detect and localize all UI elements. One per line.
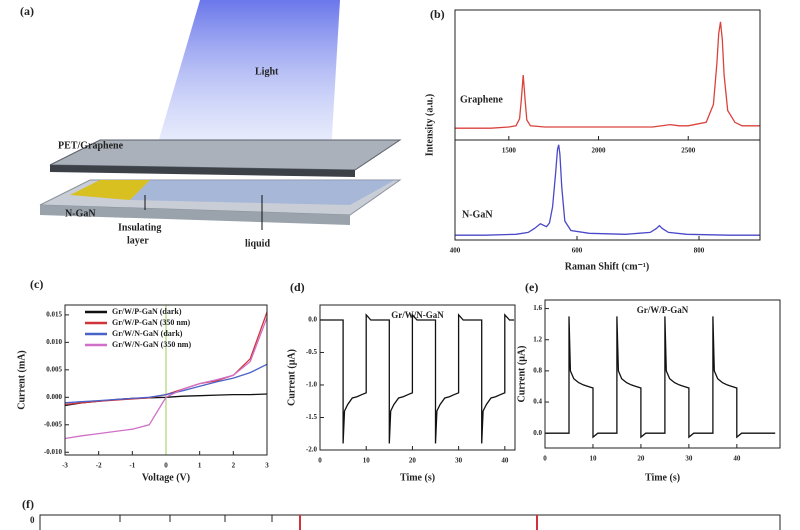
y-tick-label: 0.4 [533, 398, 542, 406]
panel-label: (d) [290, 280, 305, 294]
axes-frame [544, 299, 781, 449]
x-tick-label: 30 [455, 457, 463, 465]
y-tick-label: 1.6 [533, 304, 542, 312]
panel-f: (f) 0 [22, 497, 781, 530]
tick-label: 0 [30, 515, 35, 525]
legend-label: Gr/W/N-GaN (350 nm) [112, 340, 191, 349]
series-label: Graphene [460, 94, 503, 105]
data-line [455, 21, 760, 129]
x-tick-label: 2 [232, 462, 236, 470]
y-axis-label: Current (mA) [16, 350, 27, 410]
y-tick-label: -2.0 [306, 446, 318, 454]
series-label: N-GaN [462, 209, 493, 220]
light-beam [150, 0, 340, 170]
x-tick-label: -1 [129, 462, 135, 470]
axes-frame [454, 139, 761, 241]
x-tick-label: 0 [164, 462, 168, 470]
graphene-edge [50, 165, 355, 177]
panel-label: (b) [430, 7, 445, 21]
x-tick-label: -3 [62, 462, 68, 470]
y-tick-label: 0.0 [308, 316, 317, 324]
layer-label: layer [127, 235, 149, 246]
x-tick-label: 2500 [681, 147, 696, 155]
axes-frame [454, 9, 761, 141]
x-tick-label: 1 [198, 462, 202, 470]
y-tick-label: 1.2 [533, 335, 542, 343]
x-tick-label: 0 [543, 455, 547, 463]
insulating-pad [70, 180, 150, 200]
layer-label: N-GaN [65, 208, 96, 219]
y-axis-label: Intensity (a.u.) [424, 94, 435, 157]
x-tick-label: 600 [572, 247, 583, 255]
x-tick-label: 0 [318, 457, 322, 465]
x-tick-label: 40 [733, 455, 741, 463]
data-line [320, 313, 515, 444]
panel-label: (a) [20, 4, 34, 18]
x-tick-label: 10 [589, 455, 597, 463]
x-tick-label: 20 [409, 457, 417, 465]
x-axis-label: Time (s) [400, 472, 435, 483]
legend-label: Gr/W/P-GaN (dark) [112, 307, 182, 316]
x-axis-label: Voltage (V) [142, 472, 190, 483]
data-line [64, 317, 268, 440]
pet-graphene [49, 139, 402, 171]
y-tick-label: -0.5 [306, 348, 318, 356]
x-tick-label: 20 [637, 455, 645, 463]
x-tick-label: 40 [501, 457, 509, 465]
x-tick-label: 800 [694, 247, 705, 255]
x-tick-label: 2000 [592, 147, 607, 155]
axes-frame [64, 304, 268, 456]
layer-label: liquid [245, 238, 270, 249]
y-tick-label: -1.5 [306, 413, 318, 421]
y-tick-label: 0.010 [46, 338, 62, 346]
light-label: Light [255, 66, 279, 77]
x-tick-label: 30 [685, 455, 693, 463]
x-tick-label: -2 [96, 462, 102, 470]
panel-label: (e) [525, 280, 538, 294]
liquid-layer [130, 180, 395, 205]
y-tick-label: 0.8 [533, 366, 542, 374]
substrate-edge [40, 205, 350, 225]
data-line [455, 144, 760, 236]
y-tick-label: 0.015 [46, 310, 62, 318]
legend-label: Gr/W/P-GaN (350 nm) [112, 318, 191, 327]
y-tick-label: -0.010 [44, 448, 63, 456]
y-axis-label: Current (μA) [516, 346, 527, 403]
x-tick-label: 400 [450, 247, 461, 255]
panel-label: (f) [22, 497, 34, 511]
x-axis-label: Time (s) [645, 472, 680, 483]
y-axis-label: Current (μA) [286, 349, 297, 406]
chart-title: Gr/W/N-GaN [391, 310, 444, 320]
x-tick-label: 3 [265, 462, 269, 470]
device-diagram: (a) Light PET/Graphene N-GaN Insulating … [20, 0, 402, 249]
x-tick-label: 10 [363, 457, 371, 465]
legend-label: Gr/W/N-GaN (dark) [112, 329, 183, 338]
y-tick-label: -0.005 [44, 420, 63, 428]
y-tick-label: 0.000 [46, 393, 62, 401]
axes-frame [319, 304, 516, 451]
data-line [545, 316, 776, 439]
layer-label: PET/Graphene [58, 140, 124, 151]
chart-title: Gr/W/P-GaN [637, 305, 689, 315]
y-tick-label: -1.0 [306, 381, 318, 389]
x-tick-label: 1500 [502, 147, 517, 155]
y-tick-label: 0.005 [46, 365, 62, 373]
axes-frame [39, 514, 781, 530]
data-line [64, 363, 268, 404]
layer-label: Insulating [118, 222, 161, 233]
y-tick-label: 0.0 [533, 429, 542, 437]
panel-label: (c) [30, 277, 43, 291]
x-axis-label: Raman Shift (cm⁻¹) [565, 261, 649, 272]
